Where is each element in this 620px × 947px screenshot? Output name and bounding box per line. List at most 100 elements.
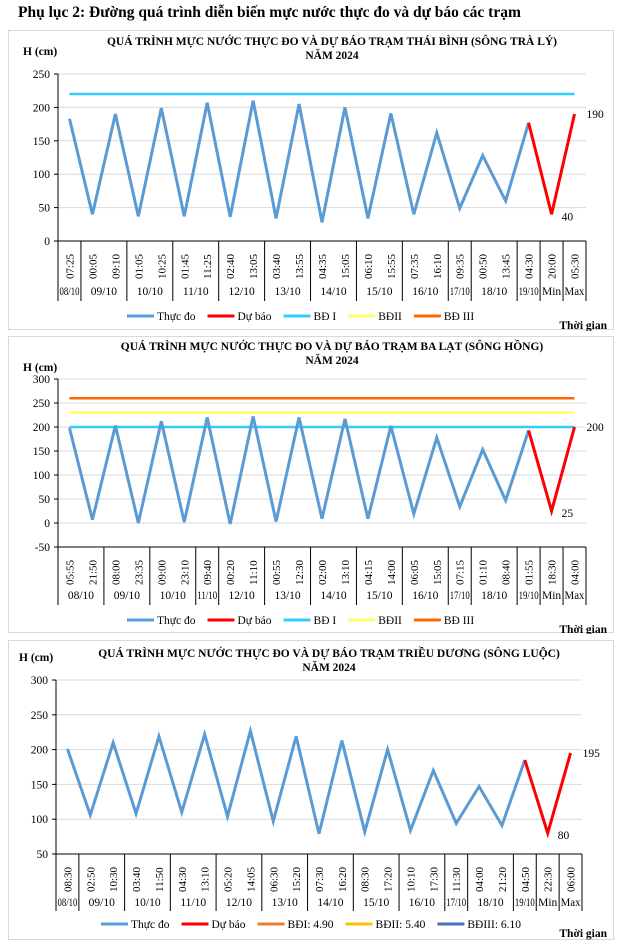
y-tick-label: 100 [33, 470, 51, 482]
chart-trieu-duong: QUÁ TRÌNH MỰC NƯỚC THỰC ĐO VÀ DỰ BÁO TRẠ… [8, 640, 614, 940]
date-label: 14/10 [320, 286, 346, 298]
date-label: 09/10 [91, 286, 117, 298]
x-tick-label: 06:05 [409, 559, 421, 585]
x-tick-label: 01:45 [179, 253, 191, 279]
x-tick-label: 11:10 [248, 560, 260, 585]
chart-svg: QUÁ TRÌNH MỰC NƯỚC THỰC ĐO VÀ DỰ BÁO TRẠ… [23, 34, 608, 331]
date-label: Min [542, 286, 561, 298]
chart-title: NĂM 2024 [305, 353, 359, 367]
x-tick-label: 03:40 [271, 253, 283, 279]
legend-item: BĐ I [283, 311, 336, 323]
date-label: 18/10 [477, 897, 503, 909]
x-tick-label: 00:50 [478, 253, 490, 279]
legend-label: BĐ III [444, 615, 475, 627]
y-tick-label: 150 [33, 136, 51, 148]
chart-title: QUÁ TRÌNH MỰC NƯỚC THỰC ĐO VÀ DỰ BÁO TRẠ… [121, 338, 544, 353]
x-tick-label: 06:10 [363, 253, 375, 279]
x-tick-label: 23:35 [133, 559, 145, 585]
date-label: 18/10 [481, 590, 507, 602]
date-label: Min [538, 897, 557, 909]
date-label: 19/10 [519, 286, 539, 298]
date-label: 10/10 [137, 286, 163, 298]
x-tick-label: 03:40 [131, 866, 143, 892]
chart-svg: QUÁ TRÌNH MỰC NƯỚC THỰC ĐO VÀ DỰ BÁO TRẠ… [19, 645, 608, 940]
x-tick-label: 13:10 [200, 866, 212, 892]
observed-line [68, 100, 531, 223]
chart-title: NĂM 2024 [305, 48, 359, 62]
chart-svg: QUÁ TRÌNH MỰC NƯỚC THỰC ĐO VÀ DỰ BÁO TRẠ… [23, 338, 608, 634]
legend-label: Thực đo [157, 311, 196, 323]
date-label: 17/10 [450, 590, 470, 602]
y-tick-label: 250 [31, 710, 49, 722]
y-tick-label: 250 [33, 69, 51, 81]
y-tick-label: 50 [39, 494, 51, 506]
date-label: 11/10 [180, 897, 206, 909]
x-tick-label: 04:15 [363, 559, 375, 585]
date-label: 16/10 [409, 897, 435, 909]
x-tick-label: 08:00 [110, 559, 122, 585]
date-label: 12/10 [229, 590, 255, 602]
legend-label: BĐ I [314, 615, 337, 627]
x-tick-label: 21:20 [497, 866, 509, 892]
x-tick-label: 11:30 [451, 867, 463, 892]
page-title: Phụ lục 2: Đường quá trình diễn biến mực… [18, 4, 521, 21]
date-label: 10/10 [160, 590, 186, 602]
date-label: 11/10 [197, 590, 217, 602]
chart-title: NĂM 2024 [302, 660, 356, 674]
x-axis-label: Thời gian [559, 320, 607, 331]
x-tick-label: 10:30 [108, 866, 120, 892]
x-tick-label: 17:20 [383, 866, 395, 892]
x-tick-label: 17:30 [428, 866, 440, 892]
chart-title: QUÁ TRÌNH MỰC NƯỚC THỰC ĐO VÀ DỰ BÁO TRẠ… [107, 34, 557, 48]
y-tick-label: 150 [33, 446, 51, 458]
forecast-line [527, 113, 576, 215]
x-tick-label: 07:30 [314, 866, 326, 892]
forecast-line [527, 426, 576, 517]
legend-item: Thực đo [127, 311, 196, 323]
legend-item: Dự báo [181, 919, 246, 931]
data-label: 200 [587, 422, 605, 434]
x-tick-label: 13:05 [248, 253, 260, 279]
legend-label: Thực đo [157, 615, 196, 627]
x-tick-label: 05:55 [64, 559, 76, 585]
legend-item: Dự báo [207, 615, 272, 627]
x-tick-label: 02:40 [225, 253, 237, 279]
y-tick-label: 200 [33, 102, 51, 114]
legend-label: BĐII: 5.40 [376, 919, 426, 931]
x-axis-label: Thời gian [559, 928, 607, 940]
legend-item: Thực đo [127, 615, 196, 627]
date-label: 13/10 [274, 590, 300, 602]
date-label: 15/10 [366, 590, 392, 602]
date-label: 16/10 [412, 286, 438, 298]
x-tick-label: 10:25 [156, 253, 168, 279]
x-tick-label: 13:10 [340, 559, 352, 585]
x-tick-label: 04:00 [570, 559, 582, 585]
legend-item: Thực đo [101, 919, 170, 931]
x-tick-label: 14:05 [245, 866, 257, 892]
x-tick-label: 04:50 [520, 866, 532, 892]
date-label: Max [561, 897, 581, 909]
x-tick-label: 13:45 [501, 253, 513, 279]
x-tick-label: 02:50 [85, 866, 97, 892]
y-tick-label: 0 [44, 236, 50, 248]
legend-item: BĐII [348, 311, 402, 323]
x-tick-label: 04:00 [474, 866, 486, 892]
x-tick-label: 05:20 [223, 866, 235, 892]
y-tick-label: 300 [33, 374, 51, 386]
x-tick-label: 11:50 [154, 867, 166, 892]
x-tick-label: 12:30 [294, 559, 306, 585]
x-tick-label: 10:10 [405, 866, 417, 892]
x-tick-label: 07:35 [409, 253, 421, 279]
legend-label: BĐII [378, 615, 402, 627]
data-label: 40 [562, 211, 574, 223]
legend-item: BĐII: 5.40 [345, 919, 426, 931]
y-tick-label: 150 [31, 779, 49, 791]
observed-line [66, 724, 527, 838]
date-label: 09/10 [89, 897, 115, 909]
y-tick-label: 300 [31, 675, 49, 687]
x-tick-label: 02:00 [317, 559, 329, 585]
date-label: 12/10 [226, 897, 252, 909]
x-tick-label: 14:00 [386, 559, 398, 585]
date-label: 08/10 [68, 590, 94, 602]
x-tick-label: 07:15 [455, 559, 467, 585]
